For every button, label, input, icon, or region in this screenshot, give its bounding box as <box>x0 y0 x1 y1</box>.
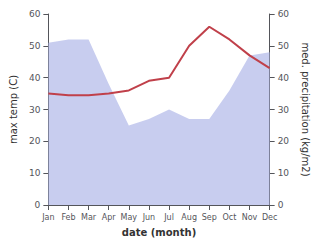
svg-text:Apr: Apr <box>102 213 117 222</box>
svg-text:Dec: Dec <box>262 213 277 222</box>
svg-text:date (month): date (month) <box>122 227 196 238</box>
svg-text:May: May <box>121 213 138 222</box>
svg-text:10: 10 <box>278 168 290 178</box>
svg-text:40: 40 <box>29 73 41 83</box>
svg-text:Jun: Jun <box>142 213 156 222</box>
svg-text:10: 10 <box>29 168 41 178</box>
svg-text:Feb: Feb <box>61 213 75 222</box>
svg-text:20: 20 <box>29 136 41 146</box>
svg-text:max temp (C): max temp (C) <box>8 75 19 144</box>
svg-text:50: 50 <box>278 41 290 51</box>
svg-text:40: 40 <box>278 73 290 83</box>
svg-text:med. precipitation (kg/m2): med. precipitation (kg/m2) <box>300 42 311 176</box>
svg-text:0: 0 <box>278 200 284 210</box>
svg-text:60: 60 <box>29 9 41 19</box>
svg-text:Jul: Jul <box>163 213 174 222</box>
svg-text:50: 50 <box>29 41 41 51</box>
svg-text:0: 0 <box>35 200 41 210</box>
svg-text:Jan: Jan <box>41 213 54 222</box>
svg-text:20: 20 <box>278 136 290 146</box>
svg-text:Nov: Nov <box>242 213 258 222</box>
svg-text:30: 30 <box>29 105 41 115</box>
svg-text:Aug: Aug <box>181 213 197 222</box>
svg-text:Sep: Sep <box>202 213 217 222</box>
svg-text:Oct: Oct <box>222 213 236 222</box>
svg-text:30: 30 <box>278 105 290 115</box>
svg-text:Mar: Mar <box>81 213 97 222</box>
svg-text:60: 60 <box>278 9 290 19</box>
